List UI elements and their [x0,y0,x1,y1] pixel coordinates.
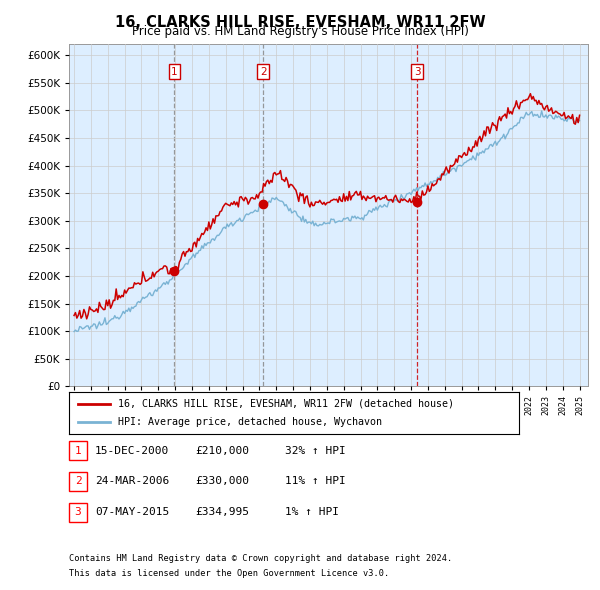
Text: 3: 3 [74,507,82,517]
Text: 15-DEC-2000: 15-DEC-2000 [95,446,169,455]
Text: 2: 2 [74,477,82,486]
Text: 32% ↑ HPI: 32% ↑ HPI [285,446,346,455]
Text: 07-MAY-2015: 07-MAY-2015 [95,507,169,517]
Text: 11% ↑ HPI: 11% ↑ HPI [285,477,346,486]
Text: 16, CLARKS HILL RISE, EVESHAM, WR11 2FW: 16, CLARKS HILL RISE, EVESHAM, WR11 2FW [115,15,485,30]
Text: 2: 2 [260,67,266,77]
Text: 1: 1 [74,446,82,455]
Text: £210,000: £210,000 [195,446,249,455]
Text: Price paid vs. HM Land Registry's House Price Index (HPI): Price paid vs. HM Land Registry's House … [131,25,469,38]
Text: HPI: Average price, detached house, Wychavon: HPI: Average price, detached house, Wych… [119,418,383,428]
Text: 24-MAR-2006: 24-MAR-2006 [95,477,169,486]
Text: £334,995: £334,995 [195,507,249,517]
Text: 1: 1 [171,67,178,77]
Text: This data is licensed under the Open Government Licence v3.0.: This data is licensed under the Open Gov… [69,569,389,578]
Text: Contains HM Land Registry data © Crown copyright and database right 2024.: Contains HM Land Registry data © Crown c… [69,555,452,563]
Text: £330,000: £330,000 [195,477,249,486]
Text: 16, CLARKS HILL RISE, EVESHAM, WR11 2FW (detached house): 16, CLARKS HILL RISE, EVESHAM, WR11 2FW … [119,398,455,408]
Text: 3: 3 [414,67,421,77]
Text: 1% ↑ HPI: 1% ↑ HPI [285,507,339,517]
